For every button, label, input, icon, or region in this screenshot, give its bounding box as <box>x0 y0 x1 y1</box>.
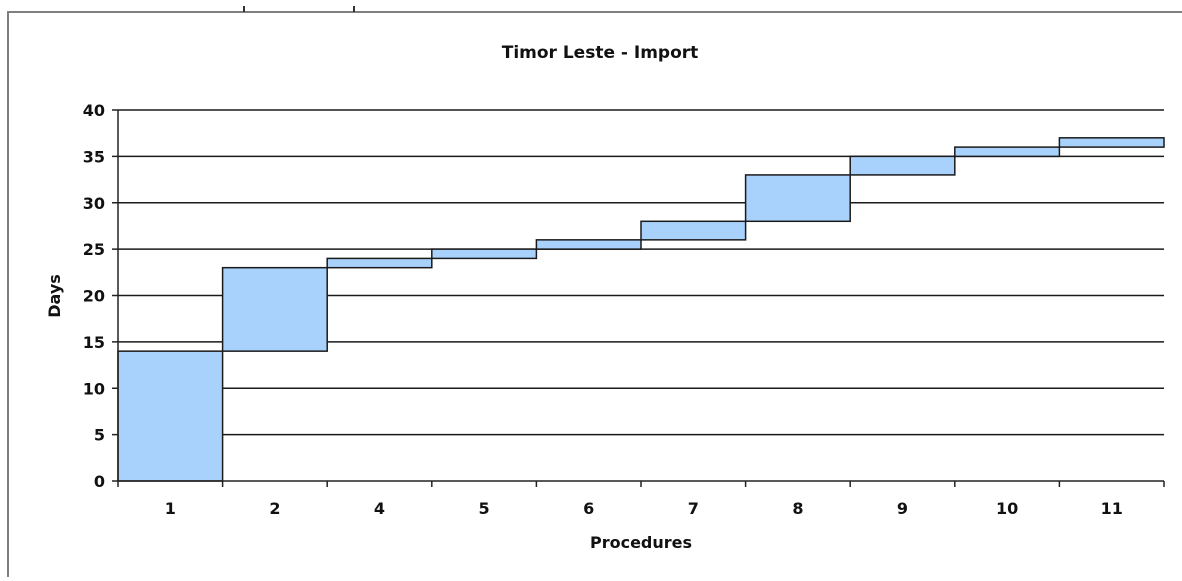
y-tick-label: 10 <box>83 379 105 398</box>
bar <box>954 146 1061 158</box>
y-tick-label: 40 <box>83 101 105 120</box>
x-tick-label: 2 <box>269 499 280 518</box>
y-tick-label: 5 <box>94 426 105 445</box>
x-tick-label: 11 <box>1101 499 1123 518</box>
x-tick-label: 8 <box>792 499 803 518</box>
x-tick-label: 7 <box>688 499 699 518</box>
bars <box>117 137 1165 482</box>
x-tick-label: 9 <box>897 499 908 518</box>
x-axis-label: Procedures <box>590 533 692 552</box>
x-tick-labels: 1 2 4 5 6 7 8 9 10 11 <box>165 499 1123 518</box>
y-tick-label: 15 <box>83 333 105 352</box>
bar <box>535 239 642 250</box>
bar <box>117 350 224 482</box>
bar <box>221 266 328 352</box>
x-tick-label: 5 <box>479 499 490 518</box>
bar <box>640 220 747 241</box>
x-tick-label: 4 <box>374 499 385 518</box>
y-tick-label: 30 <box>83 194 105 213</box>
y-tick-label: 20 <box>83 287 105 306</box>
x-tick-label: 6 <box>583 499 594 518</box>
axes <box>112 109 1165 487</box>
x-tick-label: 1 <box>165 499 176 518</box>
bar <box>849 155 956 176</box>
chart-title: Timor Leste - Import <box>502 43 699 63</box>
bar <box>326 257 433 269</box>
bar <box>744 174 851 223</box>
x-tick-label: 10 <box>996 499 1018 518</box>
y-axis-label: Days <box>45 274 64 318</box>
y-tick-label: 25 <box>83 240 105 259</box>
y-tick-labels: 0 5 10 15 20 25 30 35 40 <box>83 101 105 491</box>
chart-frame <box>7 11 1182 577</box>
bar <box>1058 137 1165 148</box>
y-tick-label: 0 <box>94 472 105 491</box>
bar <box>431 248 538 260</box>
y-tick-label: 35 <box>83 147 105 166</box>
